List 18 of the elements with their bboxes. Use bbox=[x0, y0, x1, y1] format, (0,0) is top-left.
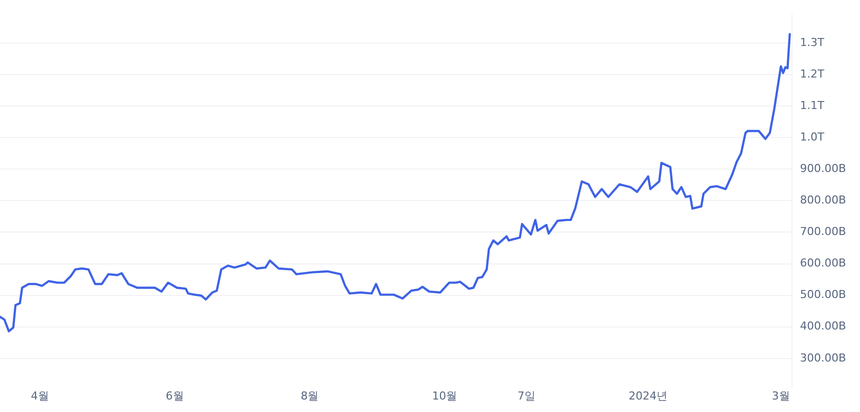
y-tick-label: 400.00B bbox=[800, 320, 846, 333]
y-tick-label: 500.00B bbox=[800, 288, 846, 302]
y-tick-label: 800.00B bbox=[800, 194, 846, 207]
y-tick-label: 600.00B bbox=[800, 256, 846, 270]
x-tick-label: 3월 bbox=[772, 389, 790, 402]
y-tick-label: 1.1T bbox=[800, 98, 824, 112]
y-tick-label: 900.00B bbox=[800, 162, 846, 176]
y-tick-label: 700.00B bbox=[800, 225, 846, 238]
x-tick-label: 2024년 bbox=[628, 389, 668, 402]
y-tick-label: 1.3T bbox=[800, 36, 824, 49]
y-tick-label: 300.00B bbox=[800, 351, 846, 364]
x-tick-label: 10월 bbox=[432, 389, 458, 402]
x-tick-label: 4월 bbox=[30, 389, 49, 402]
x-tick-label: 7일 bbox=[518, 389, 536, 402]
y-tick-label: 1.2T bbox=[800, 67, 824, 80]
y-tick-label: 1.0T bbox=[800, 130, 824, 144]
x-tick-label: 8월 bbox=[300, 389, 319, 402]
x-tick-label: 6월 bbox=[166, 389, 184, 402]
